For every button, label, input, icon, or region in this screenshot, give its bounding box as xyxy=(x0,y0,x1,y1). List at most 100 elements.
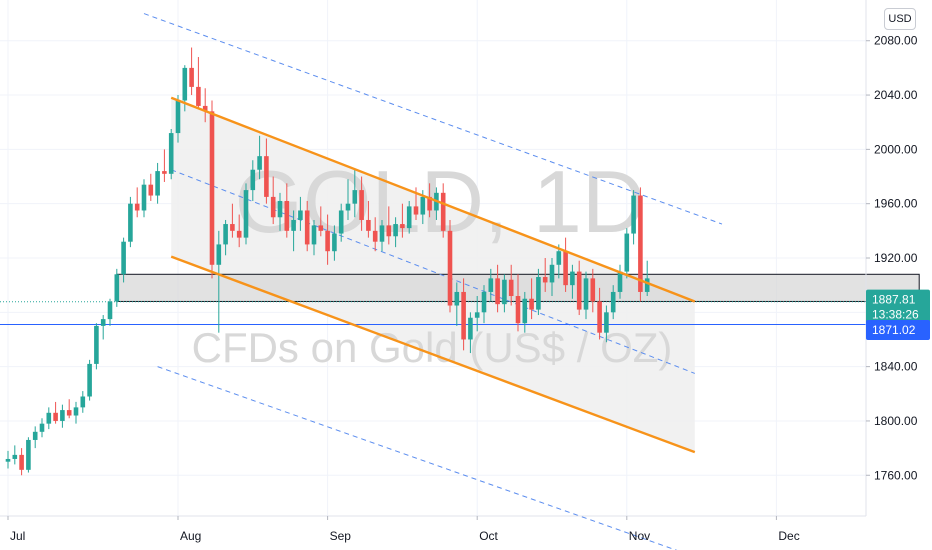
candle-body[interactable] xyxy=(223,224,228,245)
candle-body[interactable] xyxy=(644,278,650,292)
candle-body[interactable] xyxy=(583,278,589,310)
candle-body[interactable] xyxy=(5,458,11,462)
candle-body[interactable] xyxy=(216,244,222,265)
candle-body[interactable] xyxy=(393,224,398,237)
candle-body[interactable] xyxy=(400,224,405,229)
countdown-badge[interactable] xyxy=(866,304,930,325)
candle-body[interactable] xyxy=(270,196,276,218)
candle-body[interactable] xyxy=(250,169,256,191)
candle-body[interactable] xyxy=(121,241,126,275)
candle-body[interactable] xyxy=(291,219,296,231)
candle-body[interactable] xyxy=(617,271,623,292)
candle-body[interactable] xyxy=(168,133,174,174)
candle-body[interactable] xyxy=(570,271,575,286)
candle-body[interactable] xyxy=(427,196,432,211)
candle-body[interactable] xyxy=(155,171,160,196)
current-price-badge[interactable] xyxy=(866,319,930,340)
candle-body[interactable] xyxy=(386,225,392,237)
candle-body[interactable] xyxy=(372,230,378,242)
candle-body[interactable] xyxy=(80,396,86,408)
candle-body[interactable] xyxy=(604,312,609,333)
candle-body[interactable] xyxy=(461,291,466,340)
candle-body[interactable] xyxy=(325,230,330,252)
candle-body[interactable] xyxy=(87,363,92,397)
candle-body[interactable] xyxy=(60,410,65,421)
candle-body[interactable] xyxy=(19,454,24,470)
candle-body[interactable] xyxy=(610,291,616,313)
candle-body[interactable] xyxy=(298,210,303,220)
candle-body[interactable] xyxy=(515,296,521,324)
candle-body[interactable] xyxy=(141,184,147,211)
candle-body[interactable] xyxy=(542,277,548,283)
candle-body[interactable] xyxy=(162,171,167,174)
candle-body[interactable] xyxy=(474,312,480,318)
channel-dashed-line[interactable] xyxy=(157,366,695,550)
candle-body[interactable] xyxy=(576,271,582,310)
candle-body[interactable] xyxy=(148,184,154,196)
candle-body[interactable] xyxy=(209,111,215,265)
candle-body[interactable] xyxy=(196,86,201,106)
candle-body[interactable] xyxy=(277,200,283,218)
candle-body[interactable] xyxy=(359,190,364,220)
candle-body[interactable] xyxy=(12,454,18,459)
candle-body[interactable] xyxy=(522,298,528,324)
candle-body[interactable] xyxy=(311,225,317,245)
candle-body[interactable] xyxy=(114,274,120,302)
candle-body[interactable] xyxy=(100,319,106,326)
candle-body[interactable] xyxy=(94,325,99,364)
candle-body[interactable] xyxy=(182,67,188,101)
candle-body[interactable] xyxy=(481,291,487,313)
candle-body[interactable] xyxy=(413,206,419,215)
candle-body[interactable] xyxy=(26,439,31,470)
candle-body[interactable] xyxy=(508,279,514,297)
candle-body[interactable] xyxy=(32,431,38,440)
candle-body[interactable] xyxy=(304,210,310,245)
candle-body[interactable] xyxy=(631,195,636,234)
candle-body[interactable] xyxy=(134,203,140,211)
channel-dashed-line[interactable] xyxy=(143,13,723,225)
candle-body[interactable] xyxy=(590,278,596,302)
candle-body[interactable] xyxy=(257,156,262,170)
candle-body[interactable] xyxy=(243,190,249,238)
candle-body[interactable] xyxy=(338,210,344,234)
candle-body[interactable] xyxy=(345,203,351,211)
candle-body[interactable] xyxy=(230,224,235,231)
candle-body[interactable] xyxy=(420,196,426,215)
candle-body[interactable] xyxy=(624,233,630,272)
currency-button[interactable]: USD xyxy=(884,8,916,30)
candle-body[interactable] xyxy=(447,230,453,306)
candle-body[interactable] xyxy=(536,277,541,310)
candle-body[interactable] xyxy=(366,219,371,231)
candle-body[interactable] xyxy=(454,291,460,306)
candle-body[interactable] xyxy=(202,105,208,112)
candle-body[interactable] xyxy=(128,203,133,242)
candle-body[interactable] xyxy=(264,156,269,197)
candle-body[interactable] xyxy=(284,200,290,231)
candle-body[interactable] xyxy=(529,298,534,310)
candle-body[interactable] xyxy=(53,412,58,421)
candle-body[interactable] xyxy=(563,251,568,286)
candle-body[interactable] xyxy=(468,317,473,340)
candle-body[interactable] xyxy=(46,412,52,424)
last-price-badge[interactable] xyxy=(866,289,930,310)
candle-body[interactable] xyxy=(556,251,562,265)
channel-dashed-line[interactable] xyxy=(171,169,695,374)
candle-body[interactable] xyxy=(440,192,446,231)
candle-body[interactable] xyxy=(495,278,500,305)
candle-body[interactable] xyxy=(175,100,181,134)
candle-body[interactable] xyxy=(352,190,358,204)
candle-body[interactable] xyxy=(638,195,643,292)
candle-body[interactable] xyxy=(236,230,242,238)
candle-body[interactable] xyxy=(597,301,602,333)
candle-body[interactable] xyxy=(502,279,507,305)
candle-body[interactable] xyxy=(189,67,194,87)
candle-body[interactable] xyxy=(379,225,385,242)
candle-body[interactable] xyxy=(66,410,72,416)
candle-body[interactable] xyxy=(488,278,494,292)
candle-body[interactable] xyxy=(73,407,79,416)
candle-body[interactable] xyxy=(107,301,113,320)
channel-solid-line[interactable] xyxy=(170,255,696,454)
candle-body[interactable] xyxy=(318,225,324,231)
channel-solid-line[interactable] xyxy=(170,96,696,303)
